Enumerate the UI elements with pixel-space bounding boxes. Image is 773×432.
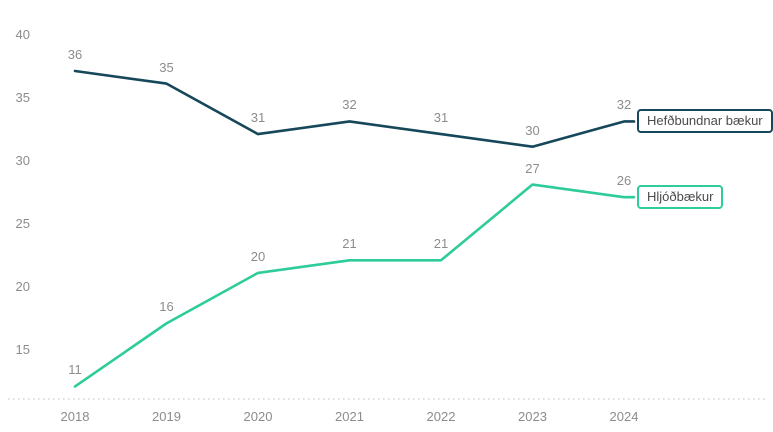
y-axis-label: 20 xyxy=(15,278,30,294)
x-axis-label: 2020 xyxy=(243,409,273,424)
data-label: 20 xyxy=(250,248,266,264)
x-axis-label: 2018 xyxy=(60,409,90,424)
data-label: 30 xyxy=(525,122,540,138)
y-axis-label: 40 xyxy=(15,26,30,42)
data-label: 31 xyxy=(250,110,266,126)
data-label: 21 xyxy=(433,236,449,252)
data-label: 27 xyxy=(525,160,540,176)
series-label-box-audiobooks[interactable]: Hljóðbækur xyxy=(637,185,724,210)
data-label: 31 xyxy=(433,110,449,126)
data-label: 36 xyxy=(67,46,83,62)
series-line-1[interactable] xyxy=(73,183,636,388)
y-axis-label: 35 xyxy=(15,89,30,105)
data-label: 35 xyxy=(159,59,174,75)
data-label: 26 xyxy=(616,173,632,189)
x-axis-label: 2024 xyxy=(609,409,639,424)
x-axis-label: 2019 xyxy=(152,409,181,424)
y-axis-label: 15 xyxy=(15,342,30,357)
data-label: 32 xyxy=(342,97,357,113)
data-label: 21 xyxy=(342,236,357,252)
x-axis-label: 2021 xyxy=(335,409,364,424)
data-label: 32 xyxy=(616,97,632,113)
x-axis-label: 2022 xyxy=(426,409,456,424)
series-label-box-traditional-books[interactable]: Hefðbundnar bækur xyxy=(637,109,773,134)
x-axis-label: 2023 xyxy=(518,409,547,424)
y-axis-label: 25 xyxy=(15,215,30,231)
data-label: 16 xyxy=(159,299,174,315)
series-line-0[interactable] xyxy=(73,69,636,148)
data-label: 11 xyxy=(68,362,82,378)
y-axis-label: 30 xyxy=(15,152,30,168)
